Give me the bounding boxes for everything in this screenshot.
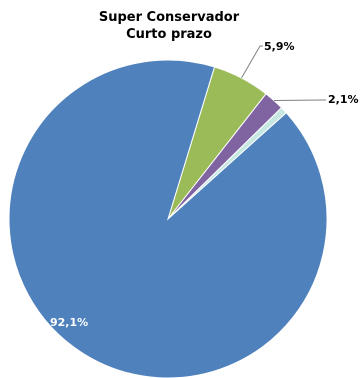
data-label-0: 92,1% (50, 316, 88, 329)
leader-line-2 (273, 99, 326, 101)
pie-labels: 92,1% 5,9% 2,1% (50, 40, 359, 329)
data-label-1: 5,9% (264, 40, 295, 53)
pie-slices (8, 59, 328, 378)
chart-title-line-1: Super Conservador (99, 10, 240, 25)
data-label-2: 2,1% (328, 93, 359, 106)
chart-title-line-2: Curto prazo (126, 27, 212, 42)
pie-slice-0 (8, 59, 328, 378)
leader-line-1 (241, 45, 263, 79)
